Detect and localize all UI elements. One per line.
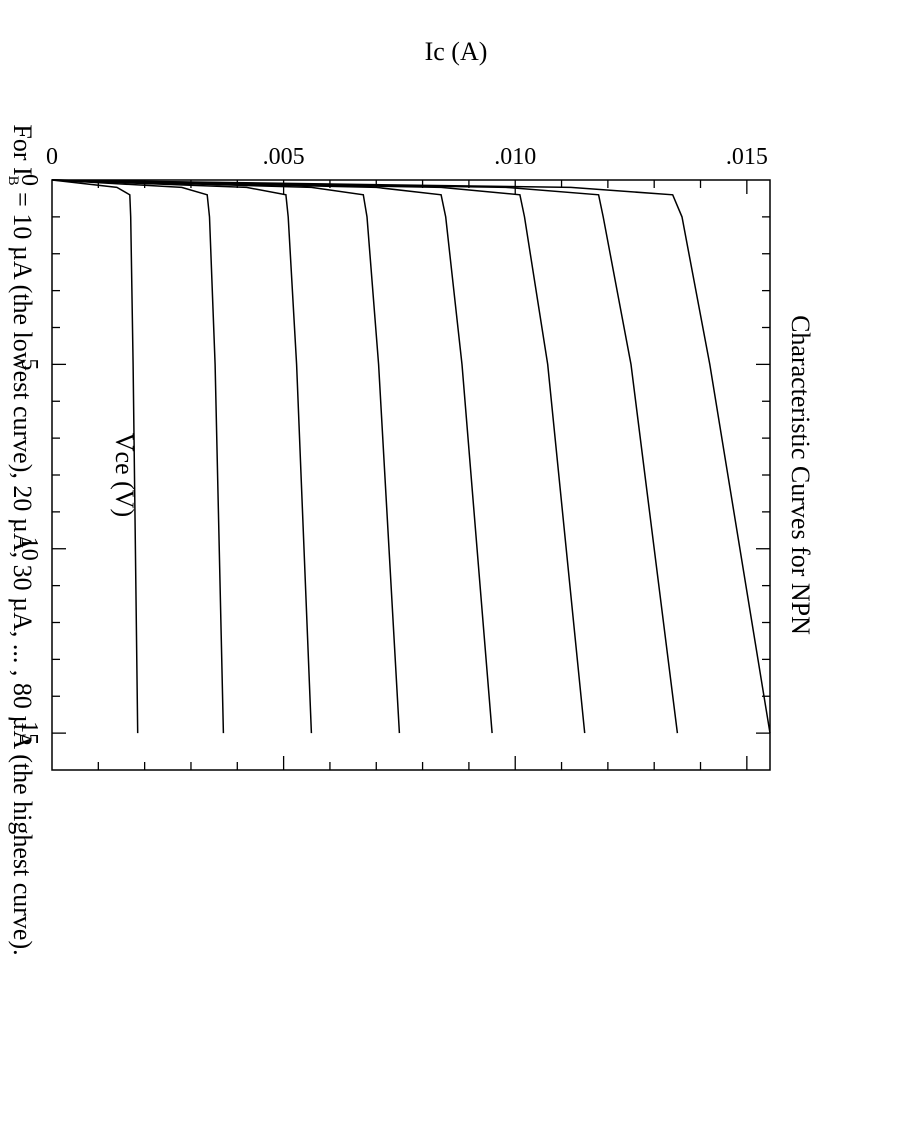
y-tick-label: .015 <box>726 144 768 170</box>
caption-rest: = 10 µA (the lowest curve), 20 µA, 30 µA… <box>8 186 37 956</box>
axis-ticks <box>52 180 770 770</box>
series-line <box>51 179 586 734</box>
caption: For IB = 10 µA (the lowest curve), 20 µA… <box>5 124 37 955</box>
series-line <box>51 179 225 734</box>
chart-rotated-group: 0 5 10 15 0 .005 .010 .015 Characteristic Curve… <box>5 37 815 956</box>
series-line <box>51 179 679 734</box>
y-tick-label: 0 <box>46 144 58 170</box>
x-tick-label: 10 <box>16 537 42 561</box>
series-line <box>51 179 139 734</box>
chart-title: Characteristic Curves for NPN <box>786 315 815 635</box>
axis-tick-labels: 0 5 10 15 0 .005 .010 .015 <box>16 144 768 745</box>
series-line <box>51 179 313 734</box>
series-line <box>51 179 401 734</box>
series-line <box>51 179 771 734</box>
x-tick-label: 0 <box>16 174 42 186</box>
x-tick-label: 5 <box>16 358 42 370</box>
x-axis-label: Vce (V) <box>110 433 139 517</box>
y-tick-label: .010 <box>494 144 536 170</box>
y-tick-label: .005 <box>263 144 305 170</box>
y-axis-label: Ic (A) <box>425 37 488 66</box>
caption-prefix: For I <box>8 124 37 175</box>
caption-subscript: B <box>5 176 21 186</box>
data-curves <box>51 179 771 734</box>
series-line <box>51 179 493 734</box>
x-tick-label: 15 <box>16 721 42 745</box>
plot-frame <box>51 179 771 771</box>
